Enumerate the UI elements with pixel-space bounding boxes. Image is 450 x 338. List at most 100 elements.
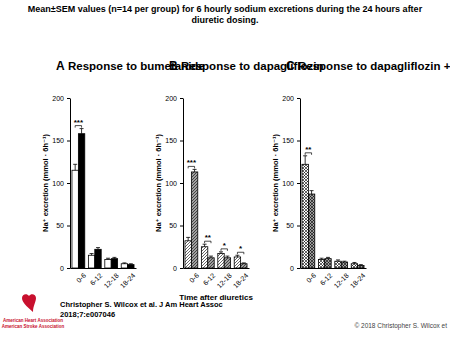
y-axis-line (300, 99, 301, 269)
error-cap (326, 257, 330, 258)
y-axis-title: Na⁺ excretion (mmol · 6h⁻¹) (154, 134, 163, 232)
error-cap (352, 262, 356, 263)
y-tick: 100 (52, 180, 70, 187)
citation: 2018;7:e007046 (60, 310, 115, 319)
x-tick: 6-12 (319, 268, 334, 287)
title: Mean±SEM values (n=14 per group) for 6 h… (28, 4, 423, 25)
bar (185, 241, 191, 268)
significance-label: * (239, 244, 243, 253)
panel-label: B (169, 59, 178, 73)
logo-text: American Heart Association (3, 318, 63, 323)
significance-label: * (223, 241, 227, 250)
error-line (305, 156, 306, 165)
error-cap (242, 262, 246, 263)
bar (351, 264, 357, 268)
x-tick: 12-18 (215, 268, 233, 289)
y-tick: 150 (165, 137, 183, 144)
x-tick: 12-18 (102, 268, 120, 289)
error-cap (320, 258, 324, 259)
x-tick: 6-12 (89, 268, 104, 287)
y-tick: 50 (56, 222, 70, 229)
panel-label: C (286, 59, 295, 73)
y-tick-label: 150 (165, 137, 177, 144)
y-tick: 50 (169, 222, 183, 229)
y-tick-mark (180, 183, 183, 184)
error-cap (336, 259, 340, 260)
y-tick-mark (180, 141, 183, 142)
y-tick: 200 (165, 95, 183, 102)
x-tick-label: 0-6 (188, 272, 200, 284)
bar (111, 259, 117, 268)
y-tick-mark (297, 268, 300, 269)
error-cap (129, 263, 133, 264)
y-tick-mark (67, 98, 70, 99)
x-tick-label: 12-18 (332, 272, 350, 290)
logo-text: American Stroke Association (2, 324, 65, 329)
y-tick-mark (297, 98, 300, 99)
error-bar (106, 258, 110, 259)
error-cap (303, 155, 307, 156)
error-bar (96, 248, 100, 250)
bar (78, 134, 84, 268)
x-tick-label: 18-24 (119, 272, 137, 290)
y-axis-line (183, 99, 184, 269)
error-cap (96, 247, 100, 248)
y-tick-label: 0 (60, 265, 64, 272)
y-axis-title: Na⁺ excretion (mmol · 6h⁻¹) (271, 134, 280, 232)
error-cap (80, 128, 84, 129)
error-bar (235, 255, 239, 257)
error-bar (203, 244, 207, 247)
error-bar (90, 254, 94, 256)
y-tick: 200 (52, 95, 70, 102)
y-tick-mark (180, 226, 183, 227)
y-axis-line (70, 99, 71, 269)
error-bar (359, 264, 363, 266)
y-tick-label: 100 (52, 180, 64, 187)
y-tick-label: 100 (165, 180, 177, 187)
bar (335, 261, 341, 268)
y-axis: 050100150200 (282, 95, 300, 272)
error-line (188, 237, 189, 240)
error-bar (219, 252, 223, 254)
y-axis: 0 50 100 150 200 (52, 95, 70, 272)
error-cap (359, 264, 363, 265)
panel: CResponse to dapagliflozin + bumetanide0… (271, 59, 450, 289)
y-tick-label: 200 (52, 95, 64, 102)
error-cap (235, 255, 239, 256)
bar (325, 259, 331, 268)
x-tick: 18-24 (119, 268, 137, 289)
bar (302, 164, 308, 268)
y-tick-label: 50 (286, 222, 294, 229)
significance-label: ** (205, 233, 212, 242)
panel: BResponse to dapagliflozin0501001502000-… (154, 59, 323, 302)
y-tick: 100 (282, 180, 300, 187)
y-tick: 150 (52, 137, 70, 144)
x-axis: 0-66-1212-1818-24 (184, 268, 250, 289)
significance-label: *** (187, 158, 197, 167)
error-cap (106, 258, 110, 259)
bar (241, 264, 247, 268)
bar (121, 264, 127, 268)
x-axis: 0-66-1212-1818-24 (301, 268, 367, 289)
error-cap (112, 257, 116, 258)
error-cap (90, 253, 94, 254)
error-bar (336, 260, 340, 261)
error-bar (193, 169, 197, 172)
y-tick-label: 200 (165, 95, 177, 102)
error-bar (186, 237, 190, 240)
x-tick: 12-18 (332, 268, 350, 289)
plot-area (72, 129, 134, 268)
error-bar (80, 129, 84, 134)
error-line (311, 191, 312, 194)
y-axis: 050100150200 (165, 95, 183, 272)
bar (191, 172, 197, 268)
y-tick: 100 (165, 180, 183, 187)
x-tick: 0-6 (75, 268, 87, 284)
error-line (81, 129, 82, 134)
y-tick-label: 50 (169, 222, 177, 229)
bar (88, 255, 94, 268)
error-cap (203, 244, 207, 245)
x-axis-line (71, 268, 137, 269)
y-tick-label: 50 (56, 222, 64, 229)
y-tick-mark (67, 141, 70, 142)
